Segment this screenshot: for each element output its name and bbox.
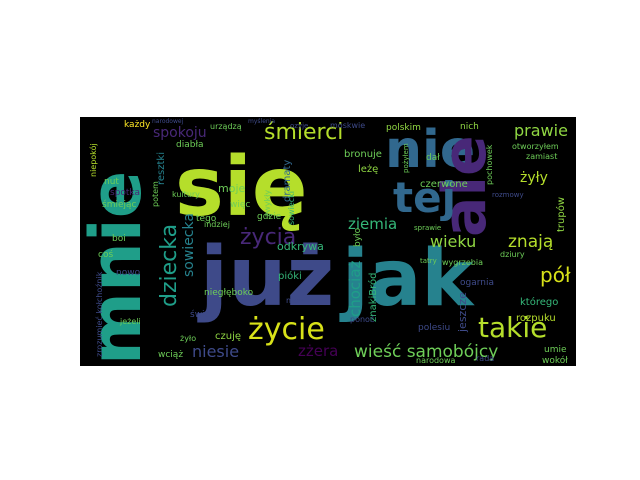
word: życie [248,312,325,347]
word: zrozumieć kołchoźnik [94,271,104,357]
word: się [175,140,308,235]
word: wieść samobójcy [354,342,498,362]
word: bronuje [344,149,382,160]
word: znakiBród [367,272,379,322]
word: coś [98,249,113,260]
word: mnie [80,171,157,365]
word: polskim [386,123,421,133]
word: ziemia [348,215,397,233]
word: spokoju [153,125,207,141]
word: potem [151,181,160,207]
word: wokół [542,355,568,366]
word: znają [508,232,553,252]
word: śmierci [264,120,343,145]
word: sprawie [414,224,441,232]
word: trupów [555,197,567,232]
word: dramaty [282,160,293,202]
word: więc [230,200,250,210]
word: moje [218,182,246,195]
word: prawie [514,121,568,140]
word: dziecka [157,224,182,307]
word: sowiecki [287,191,296,225]
word: dziury [500,250,525,259]
word: zamiast [526,152,557,161]
word: myślenia [248,118,275,125]
word: świat [190,309,214,320]
word: diabła [176,140,204,150]
word: wygrzebia [442,258,483,267]
word: niepokój [88,143,98,177]
word: sowiecka [181,213,197,277]
word: resztki [156,152,167,185]
word: rada [476,354,494,363]
word: niesie [192,342,239,361]
word: nowo [116,268,141,278]
word: nie [385,120,475,180]
word: życia [240,225,296,250]
word: spotka [110,188,140,198]
word: wciąż [158,350,183,360]
word: jeżeli [119,317,141,326]
word: było [353,227,363,247]
word: jeszcze [456,292,469,333]
word-cloud-canvas: się już jak mnie nie ale tej życie takie… [80,117,576,366]
word: moskwie [330,121,365,130]
word: zżera [298,342,338,360]
word: którego [520,296,558,308]
word: nich [460,122,479,132]
word-cloud-svg: się już jak mnie nie ale tej życie takie… [80,118,571,366]
word: zwykły [263,190,272,217]
word: czuję [215,331,241,342]
word: indziej [204,220,230,229]
word: ozyje [290,122,308,130]
word: wieku [430,232,476,251]
word: ponoć [350,314,374,324]
word: polesiu [418,323,450,333]
word: ale [430,135,500,237]
word: niegłęboko [204,288,254,298]
word: takie [478,311,547,344]
word: jak [339,234,475,324]
word: rozpuku [516,313,556,324]
word: gdzie [257,212,282,222]
word: nut [104,177,119,187]
word: już [197,230,334,325]
word: pióki [278,270,302,282]
word: czerwone [420,179,468,190]
word: tego [196,214,217,224]
word: śmiejąc [102,199,137,210]
word: boi [112,234,126,244]
word: każdy [124,120,151,130]
word: otworzyłem [512,142,559,151]
word: narodowa [416,356,455,365]
word: pożyłem [402,143,410,173]
word: dał [426,153,440,163]
word: żyły [520,170,548,186]
word: narodowej [152,118,184,125]
word: odkrywa [277,240,324,253]
word: urządzą [210,122,242,131]
word: tej [393,173,456,222]
word: tatry [420,257,437,265]
word: pół [540,263,571,287]
word: żyło [180,334,196,343]
word: mowi [286,296,307,305]
word: leżę [358,164,378,175]
word: kultury [172,190,200,199]
word: umie [544,345,567,355]
word: ogarnia [460,278,494,288]
word: chociaż [346,260,364,317]
word: pochowek [485,144,494,185]
word: rozmowy [492,191,524,199]
